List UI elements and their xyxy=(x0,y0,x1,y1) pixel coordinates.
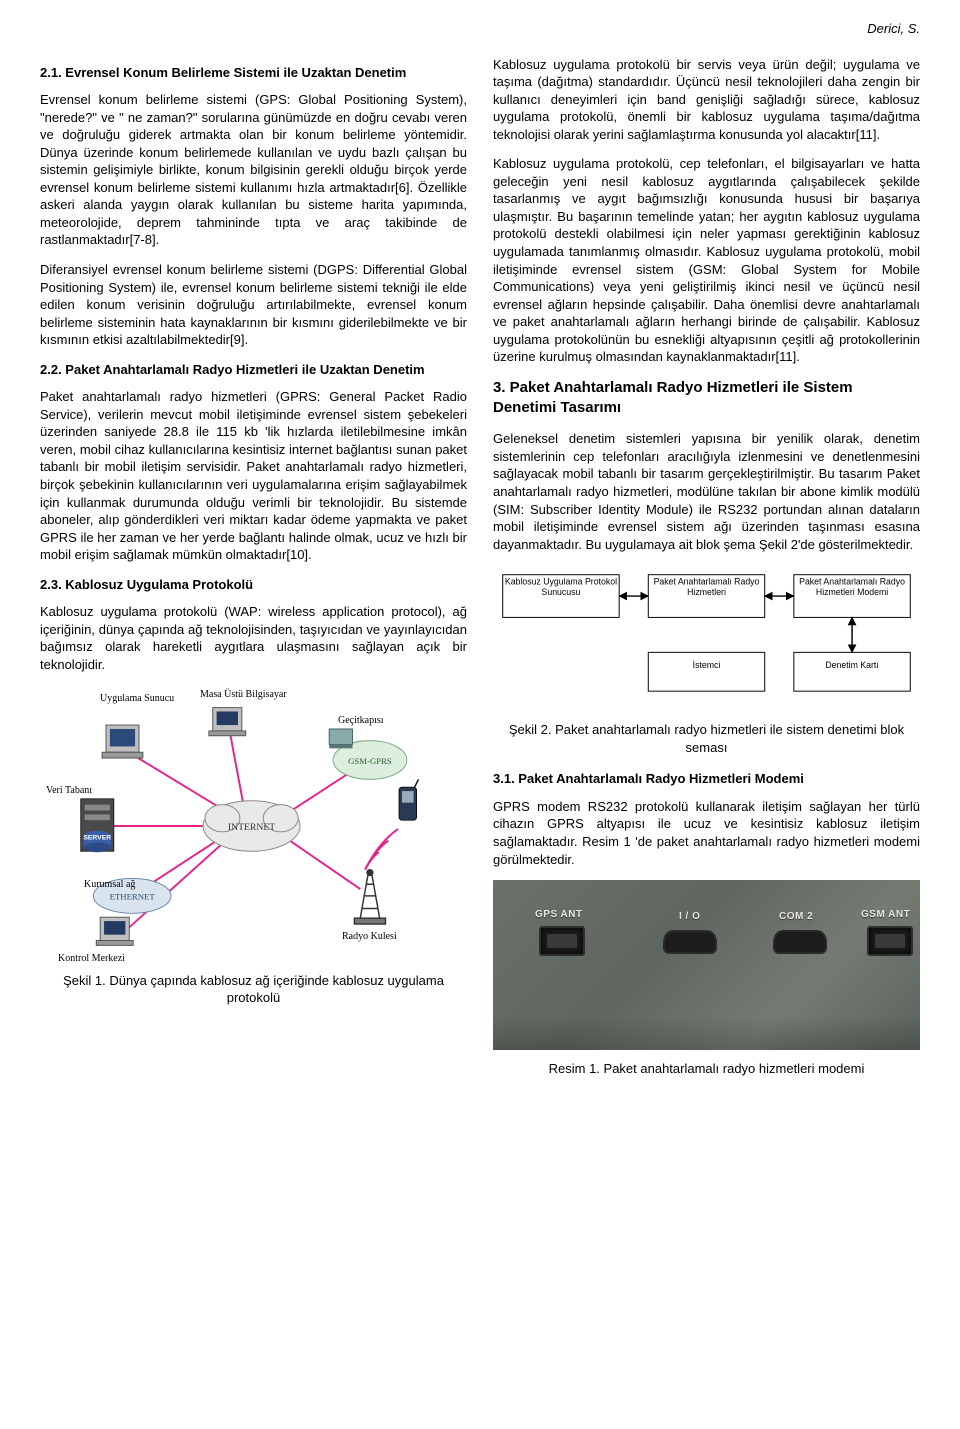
para-3-1: GPRS modem RS232 protokolü kullanarak il… xyxy=(493,798,920,868)
para-2-3: Kablosuz uygulama protokolü (WAP: wirele… xyxy=(40,603,467,673)
label-radyo-kulesi: Radyo Kulesi xyxy=(342,930,397,944)
left-column: 2.1. Evrensel Konum Belirleme Sistemi il… xyxy=(40,56,467,1078)
server-label: SERVER xyxy=(83,834,111,841)
figure-1-network-diagram: INTERNET GSM-GPRS ETHERNET xyxy=(40,686,467,966)
gsm-gprs-label: GSM-GPRS xyxy=(348,755,392,765)
block-4-label: İstemci xyxy=(650,660,763,670)
photo-caption: Resim 1. Paket anahtarlamalı radyo hizme… xyxy=(493,1060,920,1078)
section-3-1-title: 3.1. Paket Anahtarlamalı Radyo Hizmetler… xyxy=(493,770,920,788)
label-com2: COM 2 xyxy=(779,910,813,924)
port-com2 xyxy=(773,930,827,954)
figure-2-caption: Şekil 2. Paket anahtarlamalı radyo hizme… xyxy=(493,721,920,756)
figure-1-caption: Şekil 1. Dünya çapında kablosuz ağ içeri… xyxy=(40,972,467,1007)
label-uygulama-sunucu: Uygulama Sunucu xyxy=(100,692,174,706)
section-2-2-title: 2.2. Paket Anahtarlamalı Radyo Hizmetler… xyxy=(40,361,467,379)
label-gsm-ant: GSM ANT xyxy=(861,908,910,922)
label-veri-tabani: Veri Tabanı xyxy=(46,784,92,798)
label-io: I / O xyxy=(679,910,700,924)
para-right-2: Kablosuz uygulama protokolü, cep telefon… xyxy=(493,155,920,366)
block-1-label: Kablosuz Uygulama Protokol Sunucusu xyxy=(505,577,618,599)
right-column: Kablosuz uygulama protokolü bir servis v… xyxy=(493,56,920,1078)
para-3: Geleneksel denetim sistemleri yapısına b… xyxy=(493,430,920,553)
label-kontrol-merkezi: Kontrol Merkezi xyxy=(58,952,125,966)
label-kurumsal-ag: Kurumsal ağ xyxy=(84,878,135,892)
port-io xyxy=(663,930,717,954)
para-2-1-a: Evrensel konum belirleme sistemi (GPS: G… xyxy=(40,91,467,249)
block-3-label: Paket Anahtarlamalı Radyo Hizmetleri Mod… xyxy=(796,577,909,599)
ethernet-label: ETHERNET xyxy=(110,891,156,901)
internet-label: INTERNET xyxy=(228,821,275,832)
photo-shadow xyxy=(493,1016,920,1050)
label-gecitkapisi: Geçitkapısı xyxy=(338,714,384,728)
label-masa-ustu: Masa Üstü Bilgisayar xyxy=(200,688,287,702)
section-2-3-title: 2.3. Kablosuz Uygulama Protokolü xyxy=(40,576,467,594)
block-5-label: Denetim Kartı xyxy=(796,660,909,670)
section-2-1-title: 2.1. Evrensel Konum Belirleme Sistemi il… xyxy=(40,64,467,82)
block-2-label: Paket Anahtarlamalı Radyo Hizmetleri xyxy=(650,577,763,599)
photo-modem: GPS ANT I / O COM 2 GSM ANT xyxy=(493,880,920,1050)
page-header-author: Derici, S. xyxy=(40,20,920,38)
figure-2-block-diagram: Kablosuz Uygulama Protokol Sunucusu Pake… xyxy=(493,565,920,715)
para-right-1: Kablosuz uygulama protokolü bir servis v… xyxy=(493,56,920,144)
port-gps-ant xyxy=(539,926,585,956)
para-2-1-b: Diferansiyel evrensel konum belirleme si… xyxy=(40,261,467,349)
para-2-2: Paket anahtarlamalı radyo hizmetleri (GP… xyxy=(40,388,467,563)
port-gsm-ant xyxy=(867,926,913,956)
two-column-layout: 2.1. Evrensel Konum Belirleme Sistemi il… xyxy=(40,56,920,1078)
label-gps-ant: GPS ANT xyxy=(535,908,583,922)
section-3-title: 3. Paket Anahtarlamalı Radyo Hizmetleri … xyxy=(493,378,920,419)
